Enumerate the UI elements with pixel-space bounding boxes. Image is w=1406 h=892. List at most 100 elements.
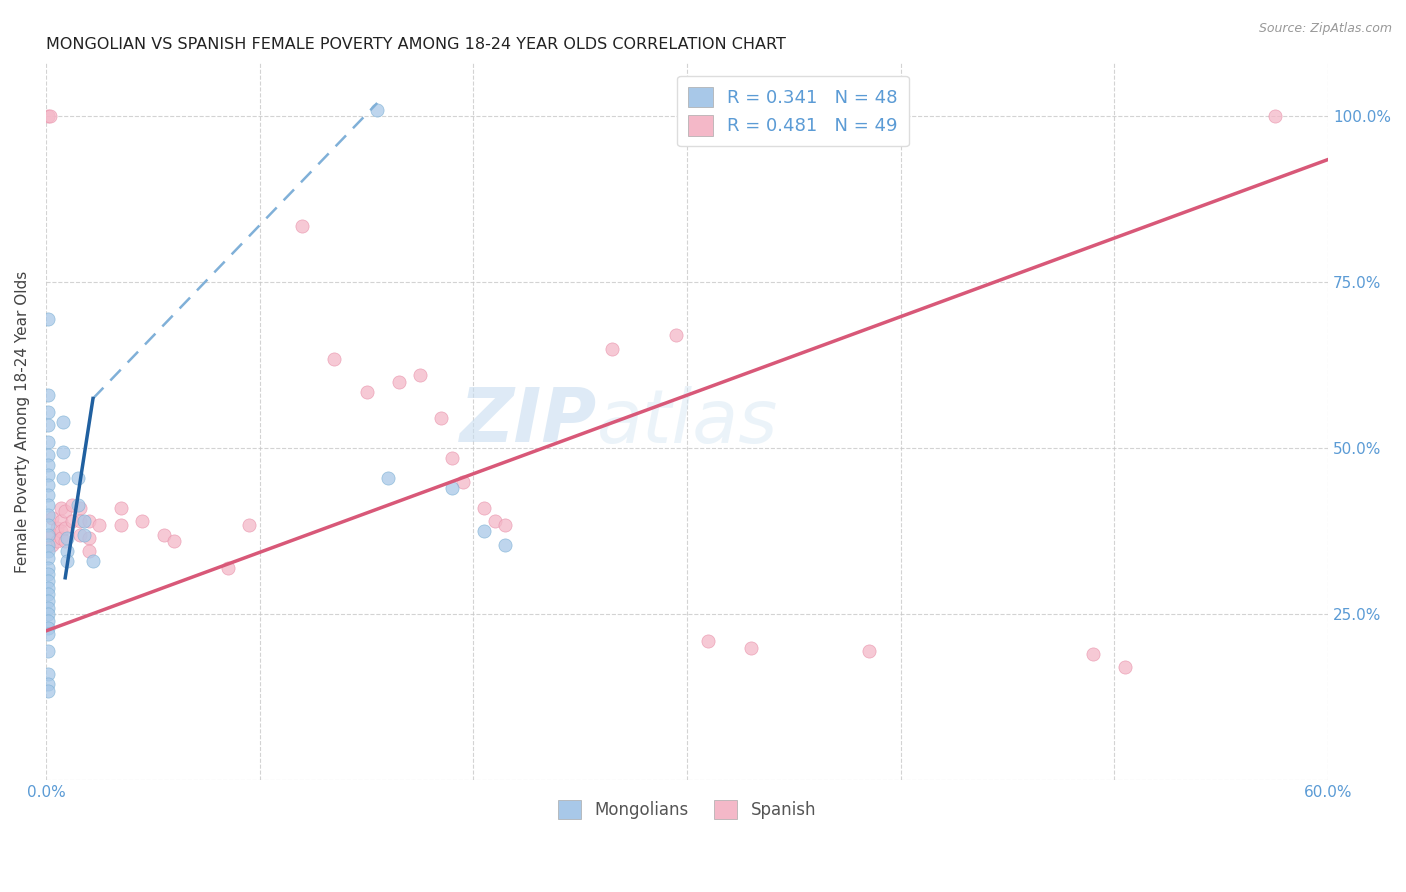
Point (37, 311, 59, 326)
Point (37, 600, 59, 615)
Text: ZIP: ZIP (460, 385, 598, 458)
Point (56, 554, 79, 568)
Point (740, 640, 762, 655)
Point (60, 514, 83, 528)
Point (110, 517, 132, 532)
Point (37, 467, 59, 482)
Point (37, 544, 59, 558)
Point (37, 567, 59, 582)
Point (440, 451, 463, 466)
Point (77, 544, 100, 558)
Point (217, 561, 239, 575)
Point (37, 627, 59, 641)
Point (56, 531, 79, 545)
Text: MONGOLIAN VS SPANISH FEMALE POVERTY AMONG 18-24 YEAR OLDS CORRELATION CHART: MONGOLIAN VS SPANISH FEMALE POVERTY AMON… (46, 37, 786, 53)
Point (858, 644, 880, 658)
Point (41, 538, 63, 552)
Point (49, 531, 72, 545)
Point (41, 527, 63, 541)
Point (37, 388, 59, 402)
Point (52, 471, 75, 485)
Point (37, 434, 59, 449)
Point (53, 521, 76, 535)
Point (37, 574, 59, 588)
Point (49, 524, 72, 539)
Point (37, 550, 59, 565)
Point (77, 531, 100, 545)
Point (37, 498, 59, 512)
Point (37, 109, 59, 123)
Point (53, 534, 76, 549)
Point (37, 538, 59, 552)
Point (73, 527, 96, 541)
Point (69, 527, 91, 541)
Point (163, 534, 186, 549)
Point (131, 514, 153, 528)
Legend: Mongolians, Spanish: Mongolians, Spanish (551, 793, 823, 826)
Point (356, 384, 378, 399)
Point (37, 683, 59, 698)
Point (37, 581, 59, 595)
Point (89, 517, 111, 532)
Point (56, 544, 79, 558)
Point (52, 444, 75, 458)
Point (1081, 647, 1104, 661)
Point (37, 644, 59, 658)
Point (37, 517, 59, 532)
Point (37, 614, 59, 628)
Point (37, 561, 59, 575)
Point (430, 411, 453, 425)
Point (472, 501, 495, 516)
Point (323, 351, 346, 366)
Point (52, 415, 75, 429)
Point (37, 458, 59, 472)
Point (37, 667, 59, 681)
Point (494, 517, 516, 532)
Point (45, 534, 67, 549)
Point (37, 607, 59, 622)
Point (37, 405, 59, 419)
Point (69, 501, 91, 516)
Point (152, 527, 174, 541)
Point (110, 501, 132, 516)
Point (472, 524, 495, 539)
Point (60, 498, 83, 512)
Point (37, 488, 59, 502)
Point (37, 677, 59, 691)
Y-axis label: Female Poverty Among 18-24 Year Olds: Female Poverty Among 18-24 Year Olds (15, 270, 30, 573)
Point (665, 328, 688, 343)
Point (69, 514, 91, 528)
Point (697, 633, 720, 648)
Point (37, 508, 59, 522)
Point (45, 521, 67, 535)
Point (291, 219, 314, 233)
Point (37, 448, 59, 462)
Point (53, 504, 76, 518)
Point (1264, 109, 1286, 123)
Point (451, 475, 474, 489)
Text: Source: ZipAtlas.com: Source: ZipAtlas.com (1258, 22, 1392, 36)
Point (66, 498, 89, 512)
Point (66, 471, 89, 485)
Point (73, 514, 96, 528)
Point (37, 527, 59, 541)
Point (484, 514, 506, 528)
Text: atlas: atlas (598, 385, 779, 458)
Point (49, 501, 72, 516)
Point (49, 514, 72, 528)
Point (37, 594, 59, 608)
Point (377, 471, 399, 485)
Point (37, 621, 59, 635)
Point (387, 375, 409, 389)
Point (600, 342, 623, 356)
Point (37, 418, 59, 433)
Point (39, 109, 62, 123)
Point (409, 368, 432, 383)
Point (41, 511, 63, 525)
Point (440, 481, 463, 495)
Point (77, 514, 100, 528)
Point (37, 478, 59, 492)
Point (494, 538, 516, 552)
Point (82, 554, 104, 568)
Point (1114, 660, 1136, 674)
